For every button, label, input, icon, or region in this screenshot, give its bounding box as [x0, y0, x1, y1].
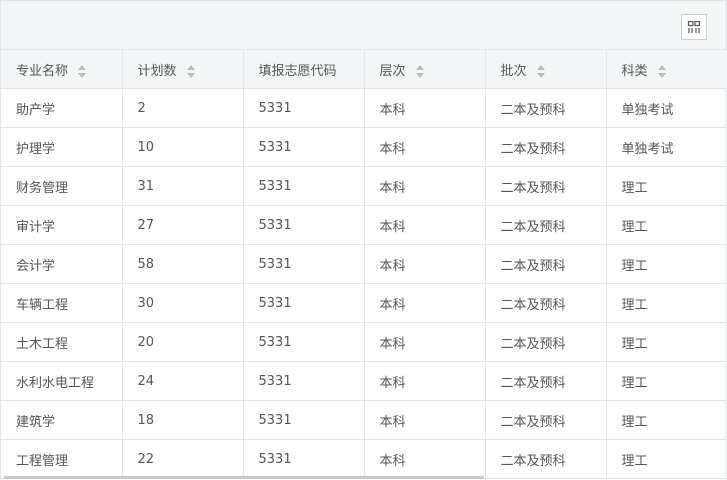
table-row: 车辆工程 30 5331 本科 二本及预科 理工 [1, 283, 727, 323]
table-cell: 24 [121, 361, 244, 401]
table-cell: 二本及预科 [484, 205, 607, 245]
table-cell: 助产学 [1, 88, 123, 128]
table-cell: 2 [121, 88, 244, 128]
table-cell: 理工 [605, 361, 727, 401]
table-cell: 5331 [242, 205, 365, 245]
column-header-label: 批次 [500, 63, 527, 79]
table-cell: 本科 [363, 88, 486, 128]
table-cell: 5331 [242, 439, 365, 479]
table-cell: 理工 [605, 322, 727, 362]
table-cell: 30 [121, 283, 244, 323]
table-cell: 理工 [605, 283, 727, 323]
table-row: 财务管理 31 5331 本科 二本及预科 理工 [1, 166, 727, 206]
table-cell: 建筑学 [1, 400, 123, 440]
table-cell: 理工 [605, 244, 727, 284]
table-cell: 本科 [363, 361, 486, 401]
table-cell: 本科 [363, 244, 486, 284]
table-cell: 18 [121, 400, 244, 440]
columns-toggle-button[interactable] [681, 14, 707, 40]
table-cell: 5331 [242, 283, 365, 323]
table-cell: 工程管理 [1, 439, 123, 479]
table-cell: 单独考试 [605, 88, 727, 128]
sort-icon[interactable] [186, 64, 195, 78]
column-header[interactable]: 科类 [605, 49, 727, 89]
table-toolbar [1, 0, 726, 49]
sort-icon[interactable] [657, 64, 666, 78]
table-cell: 理工 [605, 205, 727, 245]
table-cell: 二本及预科 [484, 88, 607, 128]
column-header-label: 科类 [621, 63, 648, 79]
table-cell: 二本及预科 [484, 283, 607, 323]
table-cell: 本科 [363, 205, 486, 245]
table-cell: 本科 [363, 283, 486, 323]
table-cell: 10 [121, 127, 244, 167]
table-cell: 本科 [363, 439, 486, 479]
sort-icon[interactable] [78, 64, 87, 78]
table-row: 会计学 58 5331 本科 二本及预科 理工 [1, 244, 727, 284]
table-cell: 本科 [363, 322, 486, 362]
table-cell: 5331 [242, 244, 365, 284]
sort-icon[interactable] [415, 64, 424, 78]
table-cell: 5331 [242, 400, 365, 440]
table-row: 建筑学 18 5331 本科 二本及预科 理工 [1, 400, 727, 440]
table-row: 护理学 10 5331 本科 二本及预科 单独考试 [1, 127, 727, 167]
table-cell: 二本及预科 [484, 322, 607, 362]
table-cell: 理工 [605, 439, 727, 479]
table-cell: 财务管理 [1, 166, 123, 206]
table-cell: 27 [121, 205, 244, 245]
table-cell: 二本及预科 [484, 400, 607, 440]
table-cell: 会计学 [1, 244, 123, 284]
table-cell: 本科 [363, 400, 486, 440]
table-cell: 本科 [363, 127, 486, 167]
table-cell: 审计学 [1, 205, 123, 245]
column-header[interactable]: 计划数 [121, 49, 244, 89]
table-cell: 理工 [605, 400, 727, 440]
table-cell: 单独考试 [605, 127, 727, 167]
table-row: 审计学 27 5331 本科 二本及预科 理工 [1, 205, 727, 245]
table-row: 助产学 2 5331 本科 二本及预科 单独考试 [1, 88, 727, 128]
table-cell: 理工 [605, 166, 727, 206]
table-cell: 二本及预科 [484, 166, 607, 206]
table-cell: 20 [121, 322, 244, 362]
table-row: 水利水电工程 24 5331 本科 二本及预科 理工 [1, 361, 727, 401]
column-header[interactable]: 批次 [484, 49, 607, 89]
table-cell: 二本及预科 [484, 439, 607, 479]
table-row: 工程管理 22 5331 本科 二本及预科 理工 [1, 439, 727, 479]
table-cell: 31 [121, 166, 244, 206]
table-cell: 二本及预科 [484, 361, 607, 401]
table-cell: 22 [121, 439, 244, 479]
column-header-label: 专业名称 [16, 63, 69, 79]
table-cell: 5331 [242, 322, 365, 362]
sort-icon[interactable] [536, 64, 545, 78]
table-cell: 二本及预科 [484, 244, 607, 284]
table-cell: 5331 [242, 166, 365, 206]
column-header[interactable]: 层次 [363, 49, 486, 89]
column-header: 填报志愿代码 [242, 49, 365, 89]
column-header[interactable]: 专业名称 [1, 49, 123, 89]
table-row: 土木工程 20 5331 本科 二本及预科 理工 [1, 322, 727, 362]
table-cell: 5331 [242, 127, 365, 167]
table-cell: 水利水电工程 [1, 361, 123, 401]
table-cell: 二本及预科 [484, 127, 607, 167]
data-table: 专业名称 计划数 填报志愿代码 层次 批次 科类 助产学 2 5331 本科 二本及预科 单独考试护… [1, 49, 727, 479]
table-cell: 本科 [363, 166, 486, 206]
table-cell: 车辆工程 [1, 283, 123, 323]
table-cell: 5331 [242, 88, 365, 128]
column-header-label: 层次 [379, 63, 406, 79]
column-header-label: 填报志愿代码 [258, 63, 337, 79]
table-cell: 58 [121, 244, 244, 284]
table-cell: 5331 [242, 361, 365, 401]
table-cell: 护理学 [1, 127, 123, 167]
column-header-label: 计划数 [137, 63, 177, 79]
horizontal-scrollbar[interactable] [4, 476, 484, 479]
columns-grid-icon [687, 20, 701, 33]
table-cell: 土木工程 [1, 322, 123, 362]
